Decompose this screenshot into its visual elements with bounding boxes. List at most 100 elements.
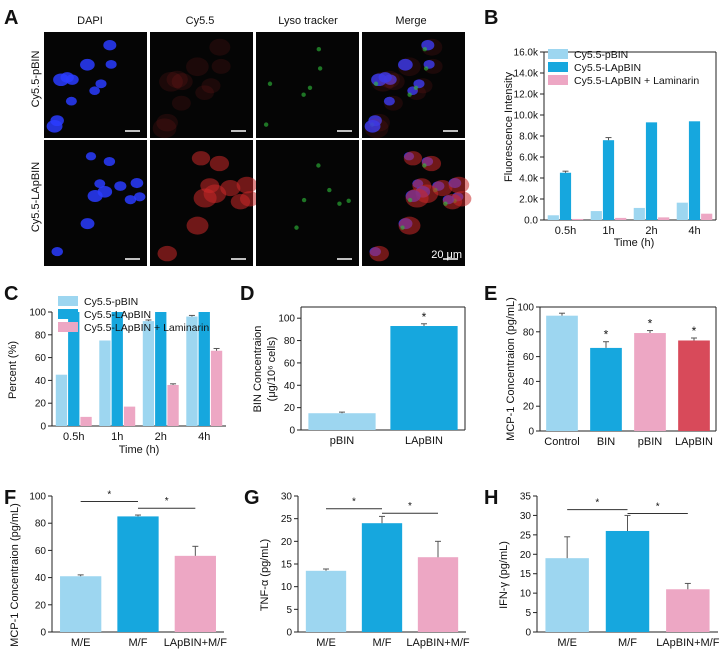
y-tick-label: 0 bbox=[40, 422, 46, 433]
lysosome-dot-merge bbox=[373, 81, 379, 86]
significance-star: * bbox=[692, 324, 697, 338]
y-tick-label: 20 bbox=[523, 402, 535, 413]
y-tick-label: 6.0k bbox=[519, 153, 539, 164]
y-tick-label: 10.0k bbox=[514, 111, 539, 122]
x-tick-label: M/E bbox=[71, 637, 91, 649]
y-tick-label: 30 bbox=[520, 511, 532, 522]
bar-pbin bbox=[634, 333, 666, 431]
bar-cy5-5-pbin bbox=[547, 215, 559, 220]
bar-cy5-5-lapbin-laminarin bbox=[615, 217, 627, 220]
cy55-signal-merge bbox=[405, 188, 429, 208]
chart-g-ylabel: TNF-α (pg/mL) bbox=[259, 539, 271, 611]
cy55-signal-merge bbox=[403, 151, 423, 166]
bar-cy5-5-lapbin bbox=[645, 122, 658, 220]
column-label-merge: Merge bbox=[395, 15, 426, 27]
nucleus-merge bbox=[364, 119, 381, 133]
x-tick-label: M/E bbox=[557, 637, 577, 649]
y-tick-label: 100 bbox=[29, 492, 46, 503]
micrograph-lyso-row2 bbox=[256, 140, 359, 266]
significance-star: * bbox=[422, 310, 427, 324]
cy55-signal-cy55 bbox=[191, 151, 211, 166]
chart-c-xlabel: Time (h) bbox=[119, 444, 160, 456]
bar-cy5-5-pbin bbox=[55, 374, 68, 426]
bar-cy5-5-lapbin-laminarin bbox=[167, 384, 179, 426]
x-tick-label: LApBIN bbox=[405, 435, 443, 447]
bar-m-f bbox=[117, 516, 159, 632]
lysosome-dot-lyso bbox=[327, 187, 332, 193]
legend-label: Cy5.5-LApBIN + Laminarin bbox=[574, 75, 699, 87]
nucleus-dapi bbox=[114, 181, 127, 191]
y-tick-label: 80 bbox=[284, 336, 296, 347]
y-tick-label: 0.0 bbox=[524, 216, 538, 227]
y-tick-label: 12.0k bbox=[514, 90, 539, 101]
y-tick-label: 20 bbox=[35, 600, 47, 611]
bar-cy5-5-lapbin-laminarin bbox=[80, 416, 92, 426]
lysosome-dot-merge bbox=[413, 85, 419, 91]
cy55-signal-merge bbox=[448, 176, 470, 194]
nucleus-merge bbox=[378, 72, 392, 83]
y-tick-label: 60 bbox=[35, 353, 47, 364]
x-tick-label: 2h bbox=[155, 431, 167, 443]
lysosome-dot-lyso bbox=[301, 197, 307, 203]
significance-star: * bbox=[107, 489, 111, 500]
bar-m-e bbox=[545, 558, 589, 632]
legend-swatch bbox=[548, 49, 568, 59]
x-tick-label: 1h bbox=[602, 225, 614, 237]
y-tick-label: 100 bbox=[278, 314, 295, 325]
x-tick-label: Control bbox=[544, 436, 579, 448]
bar-cy5-5-lapbin bbox=[68, 312, 80, 426]
cy55-signal-cy55 bbox=[195, 85, 214, 101]
bar-pbin bbox=[308, 413, 376, 430]
cy55-signal-cy55 bbox=[201, 78, 221, 94]
bar-cy5-5-pbin bbox=[590, 211, 602, 220]
lysosome-dot-lyso bbox=[316, 46, 322, 52]
cy55-signal-cy55 bbox=[159, 71, 183, 92]
legend-label: Cy5.5-LApBIN bbox=[574, 62, 641, 74]
y-tick-label: 35 bbox=[520, 492, 532, 503]
lysosome-dot-lyso bbox=[263, 122, 269, 127]
cy55-signal-cy55 bbox=[230, 193, 251, 210]
chart-f: F MCP-1 Concentraion (pg/mL) 0 20 40 60 80 10… bbox=[4, 487, 227, 649]
x-tick-label: M/F bbox=[129, 637, 148, 649]
legend-swatch bbox=[58, 322, 78, 332]
chart-h-ylabel: IFN-γ (pg/mL) bbox=[498, 541, 510, 609]
bar-bin bbox=[590, 347, 622, 431]
row-label-pbin: Cy5.5-pBIN bbox=[30, 51, 42, 108]
legend-swatch bbox=[58, 309, 78, 319]
nucleus-merge bbox=[383, 96, 395, 106]
y-tick-label: 10 bbox=[281, 582, 293, 593]
bar-lapbin-m-f bbox=[666, 589, 710, 632]
nucleus-dapi bbox=[105, 59, 117, 69]
lysosome-dot-merge bbox=[422, 46, 428, 52]
legend-label: Cy5.5-pBIN bbox=[84, 296, 138, 308]
y-tick-label: 4.0k bbox=[519, 174, 539, 185]
microscopy-grid bbox=[44, 32, 472, 266]
y-tick-label: 5 bbox=[525, 608, 531, 619]
legend-label: Cy5.5-LApBIN bbox=[84, 309, 151, 321]
nucleus-merge bbox=[398, 58, 413, 71]
chart-b-ylabel: Fluorescence Intensity bbox=[503, 71, 515, 182]
lysosome-dot-merge bbox=[407, 197, 413, 203]
bar-cy5-5-lapbin bbox=[111, 312, 123, 426]
panel-letter-e: E bbox=[484, 283, 497, 305]
y-tick-label: 80 bbox=[35, 519, 47, 530]
y-tick-label: 100 bbox=[29, 308, 46, 319]
panel-letter-d: D bbox=[240, 283, 254, 305]
cy55-signal-merge bbox=[378, 70, 400, 89]
y-tick-label: 0 bbox=[286, 628, 292, 639]
panel-letter-g: G bbox=[244, 487, 260, 509]
cy55-signal-cy55 bbox=[186, 57, 209, 77]
lysosome-dot-merge bbox=[400, 225, 405, 230]
cy55-signal-merge bbox=[423, 58, 443, 74]
y-tick-label: 25 bbox=[281, 514, 293, 525]
cy55-signal-cy55 bbox=[171, 95, 191, 111]
bar-cy5-5-lapbin-laminarin bbox=[701, 213, 713, 220]
y-tick-label: 5 bbox=[286, 605, 292, 616]
lysosome-dot-lyso bbox=[267, 81, 273, 86]
nucleus-dapi bbox=[60, 72, 74, 83]
chart-h: H IFN-γ (pg/mL) 0 5 10 15 20 25 30 35 M/E M/F LApB… bbox=[484, 487, 720, 649]
x-tick-label: 1h bbox=[111, 431, 123, 443]
y-tick-label: 20 bbox=[281, 537, 293, 548]
cy55-signal-merge bbox=[407, 85, 426, 101]
